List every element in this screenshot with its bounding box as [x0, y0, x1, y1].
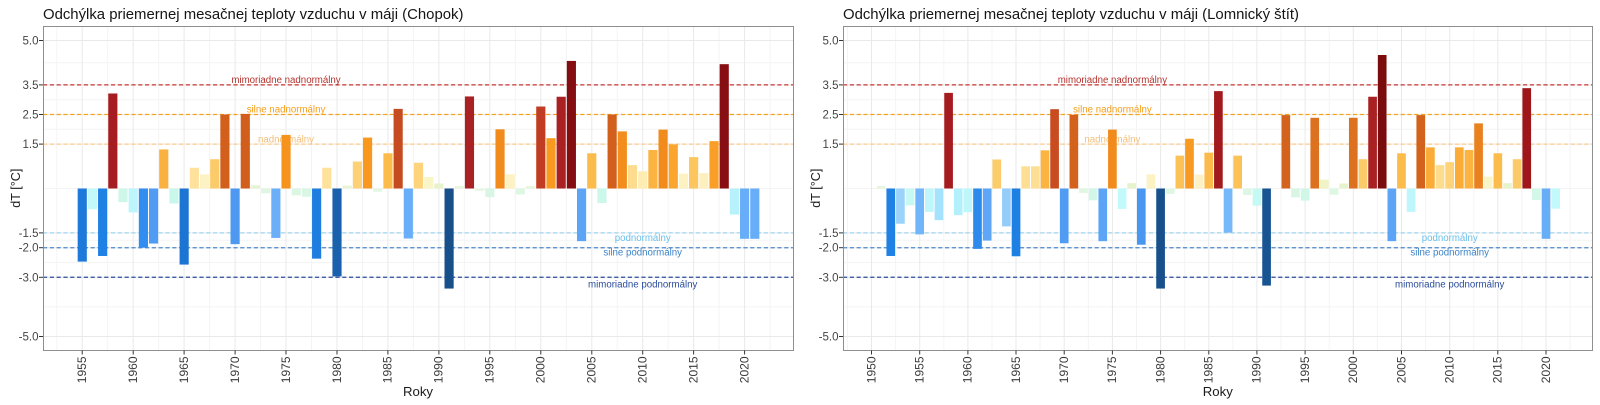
svg-text:1975: 1975 — [279, 356, 293, 383]
svg-text:mimoriadne podnormálny: mimoriadne podnormálny — [588, 280, 697, 291]
svg-text:Roky: Roky — [1203, 384, 1233, 399]
svg-text:1990: 1990 — [432, 356, 446, 383]
svg-text:1995: 1995 — [483, 356, 497, 383]
svg-text:1955: 1955 — [913, 356, 927, 383]
svg-text:1950: 1950 — [864, 356, 878, 383]
svg-text:1965: 1965 — [1009, 356, 1023, 383]
svg-text:1970: 1970 — [1057, 356, 1071, 383]
svg-text:3.5: 3.5 — [823, 80, 839, 92]
svg-text:-3.0: -3.0 — [19, 272, 39, 284]
svg-text:mimoriadne podnormálny: mimoriadne podnormálny — [1395, 280, 1504, 291]
svg-text:1965: 1965 — [177, 356, 191, 383]
svg-text:-5.0: -5.0 — [19, 332, 39, 344]
svg-text:silne podnormálny: silne podnormálny — [603, 248, 682, 259]
svg-text:1960: 1960 — [961, 356, 975, 383]
svg-text:1980: 1980 — [1153, 356, 1167, 383]
svg-text:-5.0: -5.0 — [819, 332, 839, 344]
svg-text:1.5: 1.5 — [23, 139, 39, 151]
svg-text:Odchýlka priemernej mesačnej t: Odchýlka priemernej mesačnej teploty vzd… — [843, 7, 1299, 23]
svg-text:Odchýlka priemernej mesačnej t: Odchýlka priemernej mesačnej teploty vzd… — [43, 7, 463, 23]
svg-text:1970: 1970 — [228, 356, 242, 383]
svg-text:1960: 1960 — [126, 356, 140, 383]
svg-text:podnormálny: podnormálny — [615, 233, 671, 244]
svg-text:2.5: 2.5 — [823, 110, 839, 122]
svg-text:2000: 2000 — [1346, 356, 1360, 383]
svg-text:2020: 2020 — [1539, 356, 1553, 383]
svg-text:-3.0: -3.0 — [819, 272, 839, 284]
svg-text:2010: 2010 — [636, 356, 650, 383]
svg-text:silne nadnormálny: silne nadnormálny — [247, 105, 326, 116]
svg-text:dT [°C]: dT [°C] — [809, 169, 823, 208]
svg-text:-2.0: -2.0 — [819, 243, 839, 255]
svg-text:1990: 1990 — [1250, 356, 1264, 383]
svg-text:1985: 1985 — [381, 356, 395, 383]
svg-text:2.5: 2.5 — [23, 110, 39, 122]
svg-text:1985: 1985 — [1202, 356, 1216, 383]
svg-text:silne podnormálny: silne podnormálny — [1410, 248, 1489, 259]
svg-text:silne nadnormálny: silne nadnormálny — [1073, 105, 1152, 116]
svg-text:2000: 2000 — [534, 356, 548, 383]
svg-text:2020: 2020 — [737, 356, 751, 383]
svg-text:Roky: Roky — [403, 384, 433, 399]
svg-text:3.5: 3.5 — [23, 80, 39, 92]
svg-text:podnormálny: podnormálny — [1422, 233, 1478, 244]
svg-text:2010: 2010 — [1443, 356, 1457, 383]
svg-text:5.0: 5.0 — [823, 36, 839, 48]
svg-text:1995: 1995 — [1298, 356, 1312, 383]
svg-text:2005: 2005 — [1394, 356, 1408, 383]
svg-text:1.5: 1.5 — [823, 139, 839, 151]
svg-text:5.0: 5.0 — [23, 36, 39, 48]
svg-text:1955: 1955 — [75, 356, 89, 383]
svg-text:-1.5: -1.5 — [19, 228, 39, 240]
svg-text:dT [°C]: dT [°C] — [9, 169, 23, 208]
svg-text:mimoriadne nadnormálny: mimoriadne nadnormálny — [1058, 75, 1167, 86]
svg-text:2015: 2015 — [686, 356, 700, 383]
svg-text:2005: 2005 — [585, 356, 599, 383]
svg-text:2015: 2015 — [1491, 356, 1505, 383]
svg-text:-1.5: -1.5 — [819, 228, 839, 240]
svg-text:mimoriadne nadnormálny: mimoriadne nadnormálny — [231, 75, 340, 86]
svg-text:1980: 1980 — [330, 356, 344, 383]
svg-text:1975: 1975 — [1105, 356, 1119, 383]
svg-text:-2.0: -2.0 — [19, 243, 39, 255]
